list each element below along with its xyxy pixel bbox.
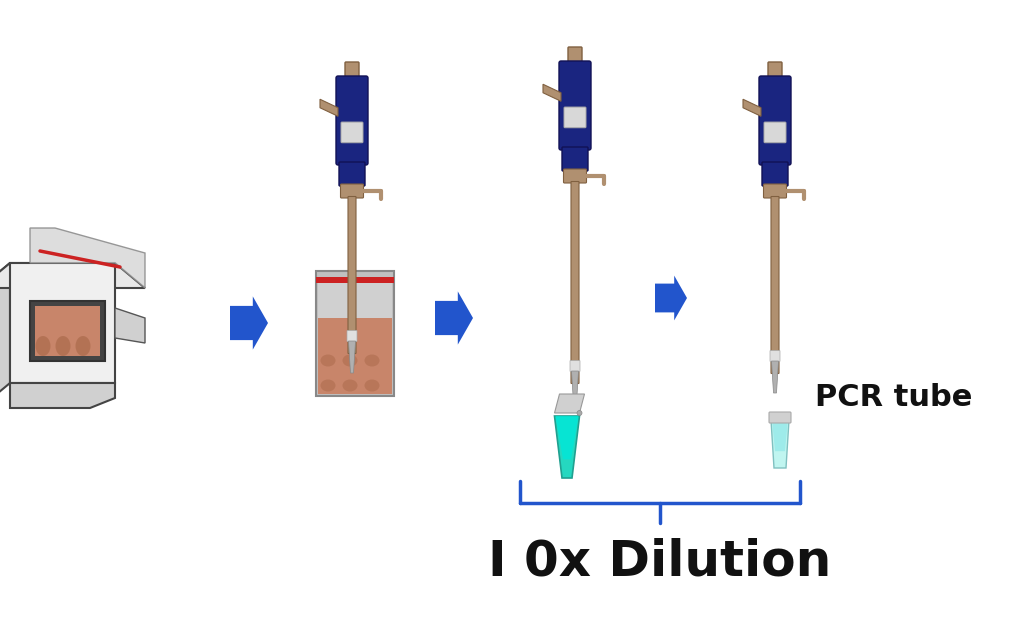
Polygon shape <box>115 308 145 343</box>
Polygon shape <box>655 275 687 320</box>
Polygon shape <box>771 420 790 468</box>
FancyBboxPatch shape <box>341 122 362 143</box>
FancyBboxPatch shape <box>764 184 786 198</box>
FancyBboxPatch shape <box>769 412 791 423</box>
FancyBboxPatch shape <box>759 76 791 165</box>
FancyBboxPatch shape <box>341 184 364 198</box>
Text: I 0x Dilution: I 0x Dilution <box>488 537 831 585</box>
Polygon shape <box>555 416 580 478</box>
Polygon shape <box>543 84 561 101</box>
FancyBboxPatch shape <box>345 62 359 79</box>
Polygon shape <box>10 383 115 408</box>
Ellipse shape <box>365 354 380 367</box>
Polygon shape <box>435 291 473 344</box>
FancyBboxPatch shape <box>571 182 579 384</box>
FancyBboxPatch shape <box>347 330 357 341</box>
FancyBboxPatch shape <box>764 122 786 143</box>
Polygon shape <box>555 416 579 460</box>
Ellipse shape <box>36 336 50 356</box>
Polygon shape <box>30 228 145 288</box>
Polygon shape <box>571 371 579 403</box>
Polygon shape <box>318 282 392 318</box>
Polygon shape <box>230 296 268 349</box>
FancyBboxPatch shape <box>348 196 356 353</box>
FancyBboxPatch shape <box>568 47 582 64</box>
Polygon shape <box>318 318 392 394</box>
Ellipse shape <box>321 354 336 367</box>
Ellipse shape <box>342 354 357 367</box>
Circle shape <box>577 410 582 415</box>
FancyBboxPatch shape <box>339 162 365 186</box>
FancyBboxPatch shape <box>771 196 779 373</box>
Polygon shape <box>316 270 394 396</box>
Polygon shape <box>348 341 355 373</box>
Polygon shape <box>743 99 761 116</box>
FancyBboxPatch shape <box>564 107 586 128</box>
FancyBboxPatch shape <box>562 147 588 171</box>
Ellipse shape <box>365 380 380 391</box>
FancyBboxPatch shape <box>30 301 105 361</box>
Polygon shape <box>772 420 788 451</box>
FancyBboxPatch shape <box>762 162 788 186</box>
FancyBboxPatch shape <box>336 76 368 165</box>
Ellipse shape <box>342 380 357 391</box>
Ellipse shape <box>321 380 336 391</box>
Polygon shape <box>10 263 115 383</box>
FancyBboxPatch shape <box>563 169 587 183</box>
FancyBboxPatch shape <box>559 61 591 150</box>
Polygon shape <box>771 361 778 393</box>
Text: PCR tube: PCR tube <box>815 384 973 413</box>
Ellipse shape <box>55 336 71 356</box>
Polygon shape <box>555 394 585 413</box>
Polygon shape <box>0 263 145 288</box>
Ellipse shape <box>76 336 90 356</box>
Polygon shape <box>0 263 10 408</box>
FancyBboxPatch shape <box>768 62 782 79</box>
FancyBboxPatch shape <box>35 306 100 356</box>
FancyBboxPatch shape <box>770 351 780 361</box>
FancyBboxPatch shape <box>570 361 580 372</box>
Polygon shape <box>316 277 394 282</box>
Polygon shape <box>319 99 338 116</box>
